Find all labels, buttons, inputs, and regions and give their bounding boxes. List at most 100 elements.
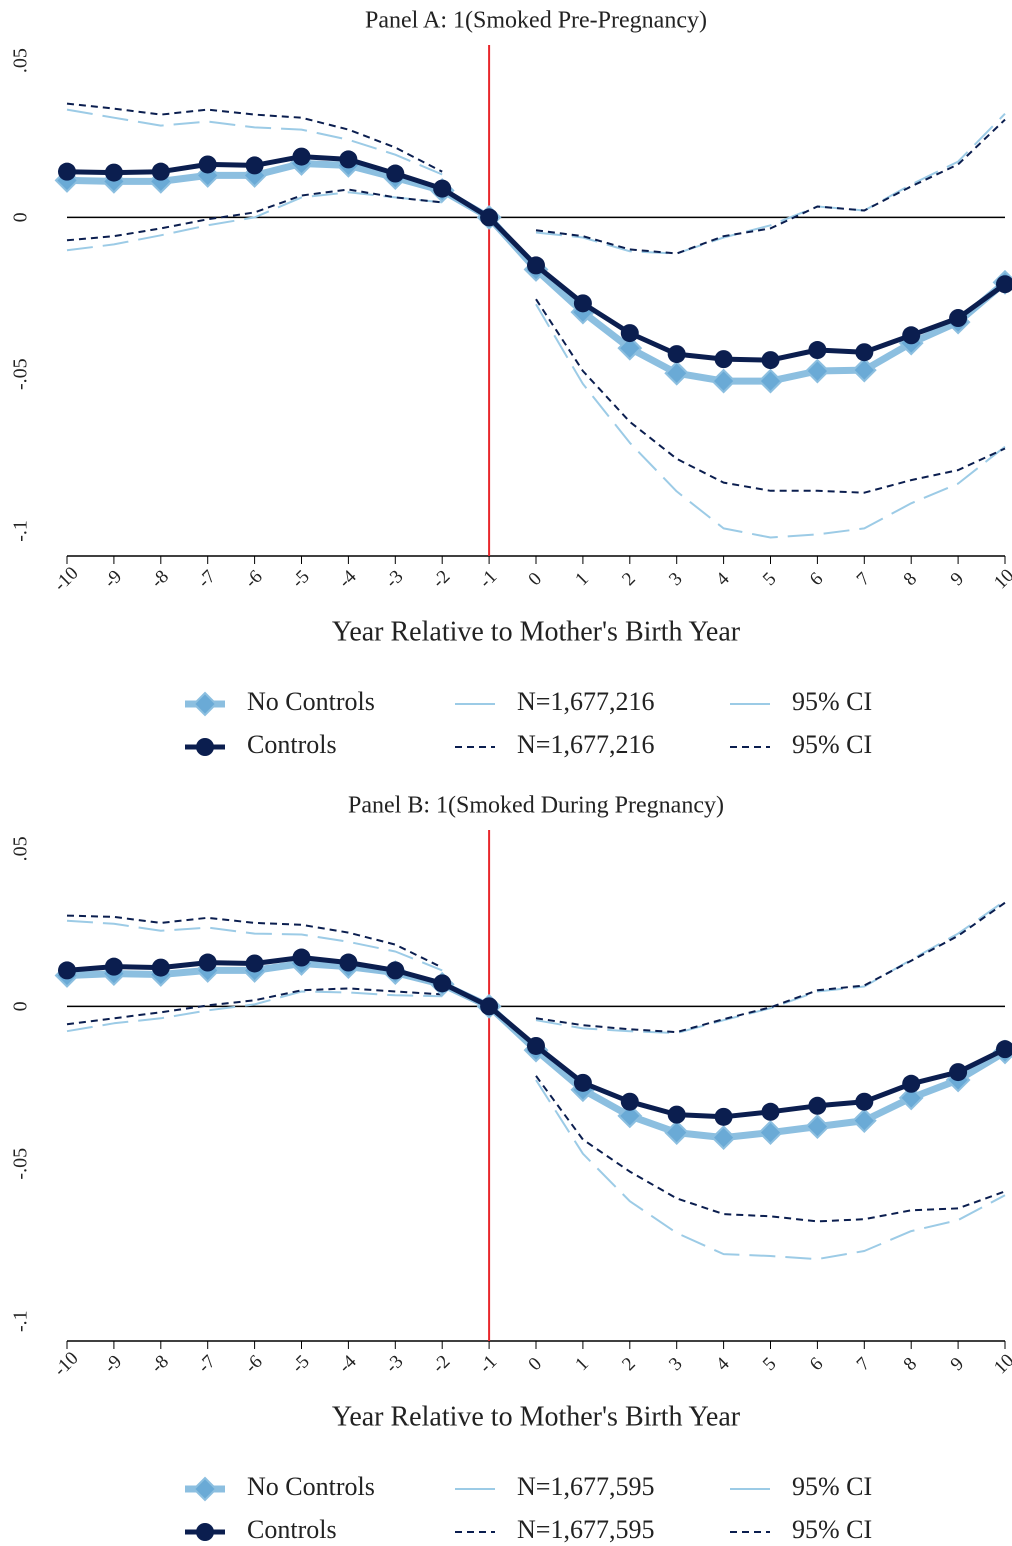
marker [949, 1063, 968, 1082]
x-tick-label: -1 [475, 1351, 501, 1377]
marker [804, 358, 830, 384]
marker [855, 343, 874, 362]
x-tick-label: -10 [50, 1348, 83, 1381]
x-tick-label: -7 [194, 1351, 220, 1377]
marker [433, 974, 452, 993]
y-tick-label: 0 [10, 1001, 32, 1011]
marker [996, 1040, 1012, 1059]
marker [758, 368, 783, 394]
x-tick-label: 2 [618, 1353, 640, 1375]
x-tick-label: 3 [665, 1353, 687, 1375]
marker [245, 156, 264, 175]
x-tick-label: 5 [759, 568, 781, 590]
marker [664, 360, 690, 386]
y-tick-label: -.05 [10, 358, 32, 390]
legend-label: N=1,677,595 [517, 1472, 654, 1501]
legend-swatch [196, 738, 214, 756]
marker [104, 163, 123, 182]
marker [804, 1114, 830, 1140]
series-line [66, 901, 1006, 1034]
x-tick-label: 1 [571, 1353, 593, 1375]
series-line [66, 987, 1006, 1223]
chart-title: Panel B: 1(Smoked During Pregnancy) [348, 793, 724, 819]
x-tick-label: 6 [806, 1353, 828, 1375]
marker [433, 179, 452, 198]
marker [339, 150, 358, 169]
x-tick-label: -3 [381, 566, 407, 592]
x-tick-label: 8 [900, 1353, 922, 1375]
chart-title: Panel A: 1(Smoked Pre-Pregnancy) [365, 8, 707, 34]
panel: Panel A: 1(Smoked Pre-Pregnancy) .05 0 -.05… [10, 8, 1012, 759]
y-tick-label: -.1 [10, 1310, 32, 1332]
marker [711, 1125, 737, 1151]
marker [898, 1085, 924, 1111]
marker [620, 1092, 639, 1111]
legend-label: No Controls [247, 1472, 375, 1501]
legend-label: N=1,677,216 [517, 730, 654, 759]
marker [386, 164, 405, 183]
marker [480, 208, 499, 227]
marker [386, 961, 405, 980]
x-tick-label: 7 [853, 568, 875, 590]
x-tick-label: 4 [712, 1353, 734, 1375]
legend-swatch [192, 691, 218, 717]
y-tick-label: 0 [10, 212, 32, 222]
x-tick-label: 1 [571, 568, 593, 590]
marker [104, 957, 123, 976]
x-tick-label: -5 [288, 566, 314, 592]
marker [151, 958, 170, 977]
x-tick-label: -10 [50, 563, 83, 596]
x-tick-label: 7 [853, 1353, 875, 1375]
legend-label: 95% CI [792, 1472, 872, 1501]
marker [292, 948, 311, 967]
x-tick-label: -6 [241, 1351, 267, 1377]
x-tick-label: -7 [194, 566, 220, 592]
marker [761, 1102, 780, 1121]
marker [851, 357, 877, 383]
marker [617, 335, 643, 361]
legend-label: N=1,677,216 [517, 687, 654, 716]
x-tick-label: -1 [475, 566, 501, 592]
marker [949, 309, 968, 328]
marker [148, 168, 174, 194]
x-tick-label: 2 [618, 568, 640, 590]
x-tick-label: 8 [900, 568, 922, 590]
marker [851, 1108, 877, 1134]
series-line [66, 899, 1006, 1035]
x-tick-label: -2 [428, 1351, 454, 1377]
marker [198, 953, 217, 972]
marker [573, 294, 592, 313]
marker [58, 961, 76, 980]
x-tick-label: -5 [288, 1351, 314, 1377]
marker [758, 1120, 783, 1145]
marker [667, 1105, 686, 1124]
series-line [66, 108, 1006, 255]
marker [480, 997, 499, 1016]
marker [808, 341, 827, 360]
marker [902, 326, 921, 345]
x-tick-label: -6 [241, 566, 267, 592]
y-tick-label: -.05 [10, 1148, 32, 1180]
series-line [66, 102, 1006, 255]
marker [996, 275, 1012, 294]
panel: Panel B: 1(Smoked During Pregnancy) .05 0 -… [10, 793, 1012, 1544]
x-tick-label: 3 [665, 568, 687, 590]
marker [573, 1073, 592, 1092]
legend-label: No Controls [247, 687, 375, 716]
marker [617, 1103, 643, 1129]
marker [527, 1036, 545, 1055]
x-tick-label: 9 [947, 568, 969, 590]
x-tick-label: -4 [335, 1351, 361, 1377]
marker [714, 1107, 733, 1126]
marker [808, 1096, 827, 1115]
x-tick-label: -8 [147, 566, 173, 592]
x-tick-label: -9 [100, 1351, 126, 1377]
series-line [66, 188, 1006, 494]
marker [761, 351, 780, 370]
x-tick-label: 10 [990, 565, 1012, 593]
x-tick-label: 0 [524, 568, 546, 590]
x-tick-label: 4 [712, 568, 734, 590]
x-tick-label: 9 [947, 1353, 969, 1375]
marker [664, 1120, 690, 1145]
x-tick-label: -4 [335, 566, 361, 592]
